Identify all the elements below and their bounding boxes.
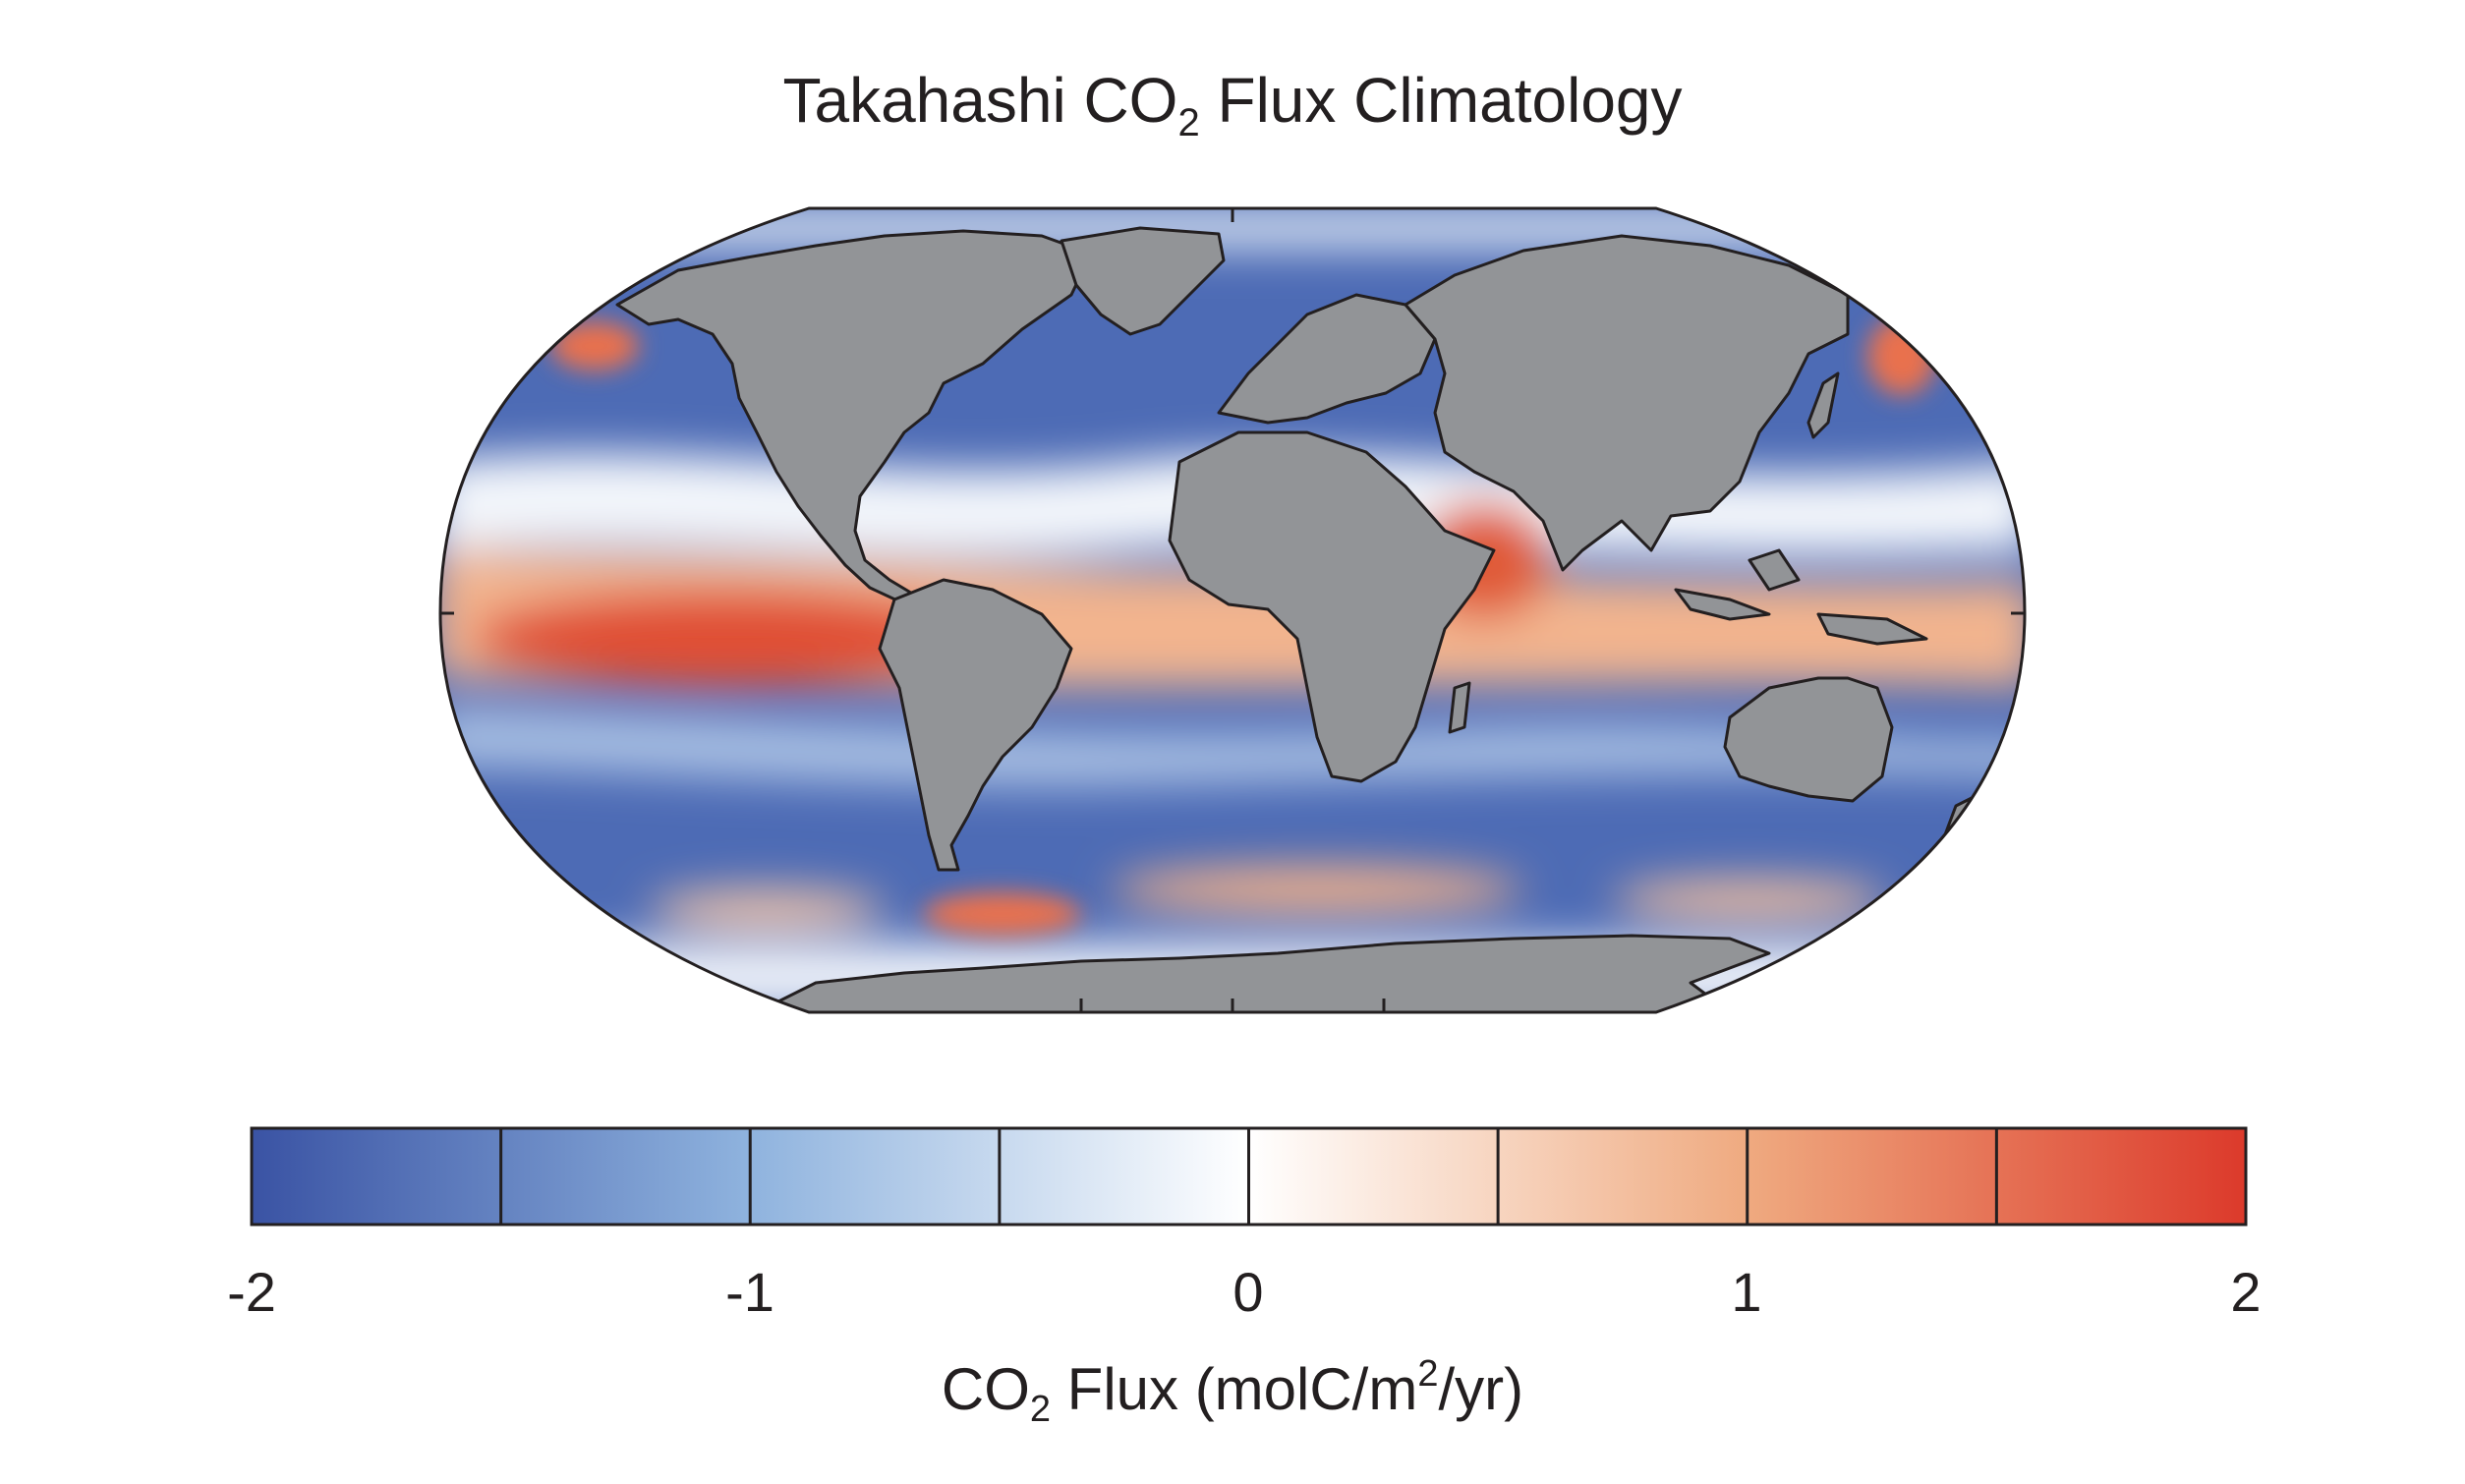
madagascar xyxy=(1448,681,1471,734)
south-america xyxy=(878,578,1073,872)
map-outline xyxy=(438,206,2027,1014)
antarctica xyxy=(755,934,1771,1012)
title-suffix: Flux Climatology xyxy=(1199,65,1683,136)
title-subscript: 2 xyxy=(1177,101,1200,144)
greenland xyxy=(1060,226,1226,336)
australia xyxy=(1723,676,1894,803)
sea-islands-1 xyxy=(1674,588,1771,621)
colorbar-tick-label: -1 xyxy=(725,1261,774,1323)
north-america xyxy=(615,229,1093,603)
colorbar-label-subscript: 2 xyxy=(1029,1389,1051,1430)
new-guinea xyxy=(1816,612,1928,646)
colorbar-label-superscript: 2 xyxy=(1417,1353,1439,1395)
colorbar-label-middle: Flux (molC/m xyxy=(1051,1356,1418,1422)
colorbar-label-suffix: /yr) xyxy=(1438,1356,1524,1422)
africa xyxy=(1168,430,1496,783)
japan xyxy=(1806,371,1840,439)
asia xyxy=(1404,234,1850,572)
sea-islands-2 xyxy=(1748,548,1801,592)
colorbar xyxy=(250,1126,2248,1227)
colorbar-tick-label: 0 xyxy=(1232,1261,1264,1323)
title-prefix: Takahashi CO xyxy=(782,65,1178,136)
colorbar-tick-label: 1 xyxy=(1731,1261,1762,1323)
colorbar-label-prefix: CO xyxy=(941,1356,1030,1422)
colorbar-tick-label: -2 xyxy=(227,1261,276,1323)
land-masses xyxy=(615,226,1978,1012)
map-frame-ticks xyxy=(440,208,2025,1012)
map-title: Takahashi CO2 Flux Climatology xyxy=(0,61,2465,143)
colorbar-tick-label: 2 xyxy=(2230,1261,2262,1323)
colorbar-label: CO2 Flux (molC/m2/yr) xyxy=(0,1353,2465,1428)
ocean-flux-field xyxy=(440,208,2025,1012)
